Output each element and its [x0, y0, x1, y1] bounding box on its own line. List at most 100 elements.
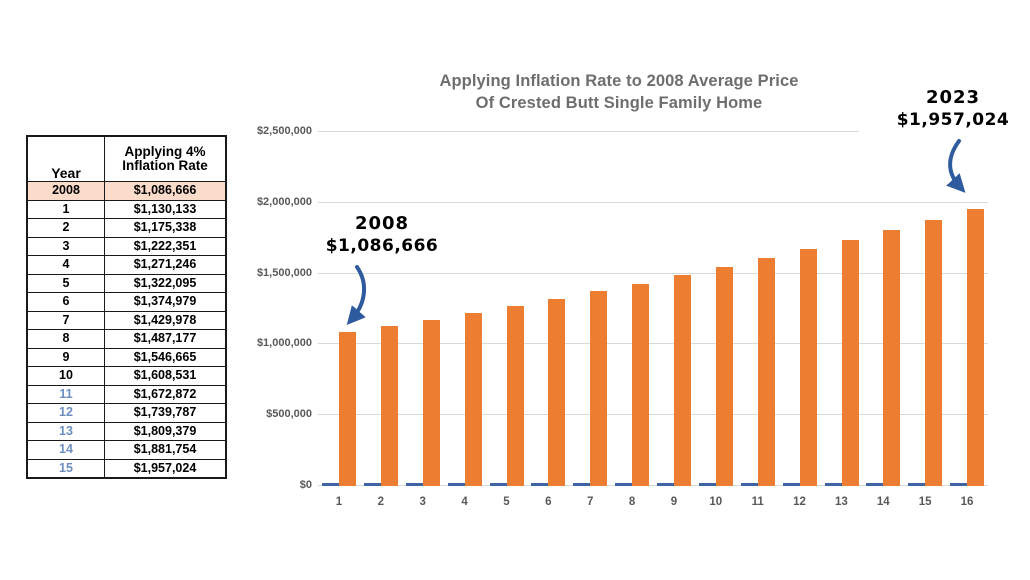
gridline [318, 272, 988, 274]
baseline-marker [531, 483, 549, 486]
bar-year-2 [380, 326, 398, 486]
baseline-marker [657, 483, 674, 486]
table-cell-value: $1,809,379 [104, 421, 227, 441]
baseline-marker [740, 483, 758, 486]
x-axis-tick-label: 8 [628, 496, 636, 508]
baseline-marker [950, 483, 968, 486]
x-axis-tick-label: 15 [918, 496, 932, 508]
table-cell-value: $1,374,979 [104, 292, 227, 312]
annotation-2008-year: 2008 [354, 213, 410, 234]
gridline [318, 343, 988, 345]
table-cell-year: 2 [26, 218, 105, 238]
baseline-marker [782, 483, 800, 486]
table-cell-value: $1,175,338 [104, 218, 227, 238]
table-cell-year: 5 [26, 273, 105, 293]
table-cell-value: $1,672,872 [104, 384, 227, 404]
x-axis-tick-label: 12 [793, 496, 806, 508]
bar-year-11 [757, 258, 775, 486]
table-cell-year: 6 [26, 292, 105, 312]
bar-year-10 [715, 267, 733, 486]
table-cell-year: 11 [26, 384, 105, 404]
table-cell-year: 13 [26, 421, 105, 441]
x-axis-tick-label: 11 [751, 496, 764, 508]
table-cell-value: $1,322,095 [104, 273, 227, 293]
baseline-marker [447, 483, 465, 486]
baseline-marker [615, 483, 633, 486]
table-cell-value: $1,429,978 [104, 310, 227, 330]
table-cell-year: 10 [26, 366, 105, 386]
table-row: 12 $1,739,787 [26, 403, 227, 423]
annotation-2023-value: $1,957,024 [896, 109, 1010, 130]
x-axis-tick-label: 6 [545, 496, 552, 508]
bar-year-3 [422, 319, 440, 486]
table-cell-year: 4 [26, 255, 105, 275]
gridline [318, 131, 988, 132]
table-row: 4 $1,271,246 [26, 255, 227, 275]
bar-year-6 [548, 298, 566, 486]
x-axis-tick-label: 4 [461, 496, 468, 508]
baseline-marker [824, 483, 842, 486]
annotation-2023-year: 2023 [925, 87, 981, 108]
x-axis-tick-label: 3 [419, 496, 426, 508]
x-axis-tick-label: 7 [586, 496, 594, 508]
baseline-marker [489, 483, 507, 486]
table-cell-value: $1,130,133 [104, 199, 227, 219]
table-cell-year: 14 [26, 440, 105, 460]
table-header-rate-line1: Applying 4% [124, 143, 206, 159]
table-row: 9 $1,546,665 [26, 347, 227, 367]
table-row: 15 $1,957,024 [26, 458, 227, 479]
baseline-marker [405, 483, 423, 486]
table-row: 13 $1,809,379 [26, 421, 227, 441]
table-cell-value: $1,608,531 [104, 366, 227, 386]
table-cell-year: 1 [26, 199, 105, 219]
gridline [318, 414, 988, 416]
table-row: 8 $1,487,177 [26, 329, 227, 349]
table-header-rate: Applying 4% Inflation Rate [104, 135, 227, 182]
table-row: 11 $1,672,872 [26, 384, 227, 404]
table-cell-year: 7 [26, 310, 105, 330]
table-cell-year: 12 [26, 403, 105, 423]
bar-year-12 [799, 249, 817, 486]
table-cell-year: 9 [26, 347, 105, 367]
table-cell-year: 8 [26, 329, 105, 349]
baseline-marker [363, 483, 381, 486]
bar-year-9 [674, 275, 691, 486]
baseline-marker [573, 483, 591, 486]
table-row: 14 $1,881,754 [26, 440, 227, 460]
baseline-marker [322, 483, 339, 486]
table-row: 1 $1,130,133 [26, 199, 227, 219]
table-cell-value: $1,271,246 [104, 255, 227, 275]
table-header-row: Year Applying 4% Inflation Rate [26, 135, 227, 182]
x-axis-tick-label: 13 [835, 496, 848, 508]
bar-year-15 [925, 219, 943, 486]
table-row: 5 $1,322,095 [26, 273, 227, 293]
bar-year-14 [883, 229, 901, 486]
table-cell-year: 3 [26, 236, 105, 256]
table-header-rate-line2: Inflation Rate [122, 158, 208, 173]
y-axis-tick-label: $2,500,000 [256, 125, 312, 137]
table-row: 7 $1,429,978 [26, 310, 227, 330]
table-cell-value: $1,222,351 [104, 236, 227, 256]
baseline-marker [908, 483, 926, 486]
table-cell-value: $1,546,665 [104, 347, 227, 367]
y-axis-tick-label: $1,000,000 [256, 337, 312, 350]
y-axis-tick-label: $0 [299, 479, 312, 491]
table-row: 2 $1,175,338 [26, 218, 227, 238]
chart-title-line1: Applying Inflation Rate to 2008 Average … [439, 72, 799, 90]
annotation-2023: 2023 $1,957,024 [859, 86, 1030, 132]
bar-year-4 [464, 312, 482, 486]
x-axis-tick-label: 14 [876, 496, 890, 508]
table-cell-value: $1,487,177 [104, 329, 227, 349]
table-cell-value: $1,881,754 [104, 440, 227, 460]
chart-title-line2: Of Crested Butt Single Family Home [475, 93, 763, 112]
bar-year-7 [590, 291, 608, 486]
x-axis-tick-label: 2 [377, 496, 385, 508]
y-axis-tick-label: $500,000 [266, 408, 312, 421]
bar-year-1 [339, 332, 356, 486]
gridline [318, 485, 988, 486]
x-axis-tick-label: 16 [960, 496, 974, 508]
plot-area: $0 $500,000 $1,000,000 $1,500,000 $2,000,000… [257, 125, 988, 508]
table-row: 3 $1,222,351 [26, 236, 227, 256]
table-cell-year: 2008 [26, 181, 105, 201]
